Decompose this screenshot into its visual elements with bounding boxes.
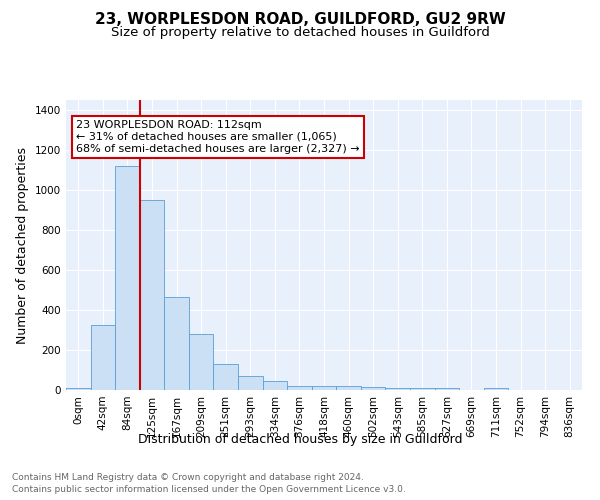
Bar [238,376,263,390]
Bar [312,386,336,390]
Bar [214,364,238,390]
Text: 23, WORPLESDON ROAD, GUILDFORD, GU2 9RW: 23, WORPLESDON ROAD, GUILDFORD, GU2 9RW [95,12,505,28]
Text: 23 WORPLESDON ROAD: 112sqm
← 31% of detached houses are smaller (1,065)
68% of s: 23 WORPLESDON ROAD: 112sqm ← 31% of deta… [76,120,360,154]
Text: Size of property relative to detached houses in Guildford: Size of property relative to detached ho… [110,26,490,39]
Bar [385,388,410,390]
Bar [410,388,434,390]
Bar [287,386,312,390]
Bar [263,381,287,390]
Bar [66,388,91,390]
Text: Contains public sector information licensed under the Open Government Licence v3: Contains public sector information licen… [12,485,406,494]
Bar [484,388,508,390]
Bar [336,386,361,390]
Text: Contains HM Land Registry data © Crown copyright and database right 2024.: Contains HM Land Registry data © Crown c… [12,472,364,482]
Bar [434,388,459,390]
Bar [164,297,189,390]
Bar [91,325,115,390]
Bar [140,200,164,390]
Bar [189,334,214,390]
Text: Distribution of detached houses by size in Guildford: Distribution of detached houses by size … [138,432,462,446]
Bar [115,166,140,390]
Y-axis label: Number of detached properties: Number of detached properties [16,146,29,344]
Bar [361,387,385,390]
